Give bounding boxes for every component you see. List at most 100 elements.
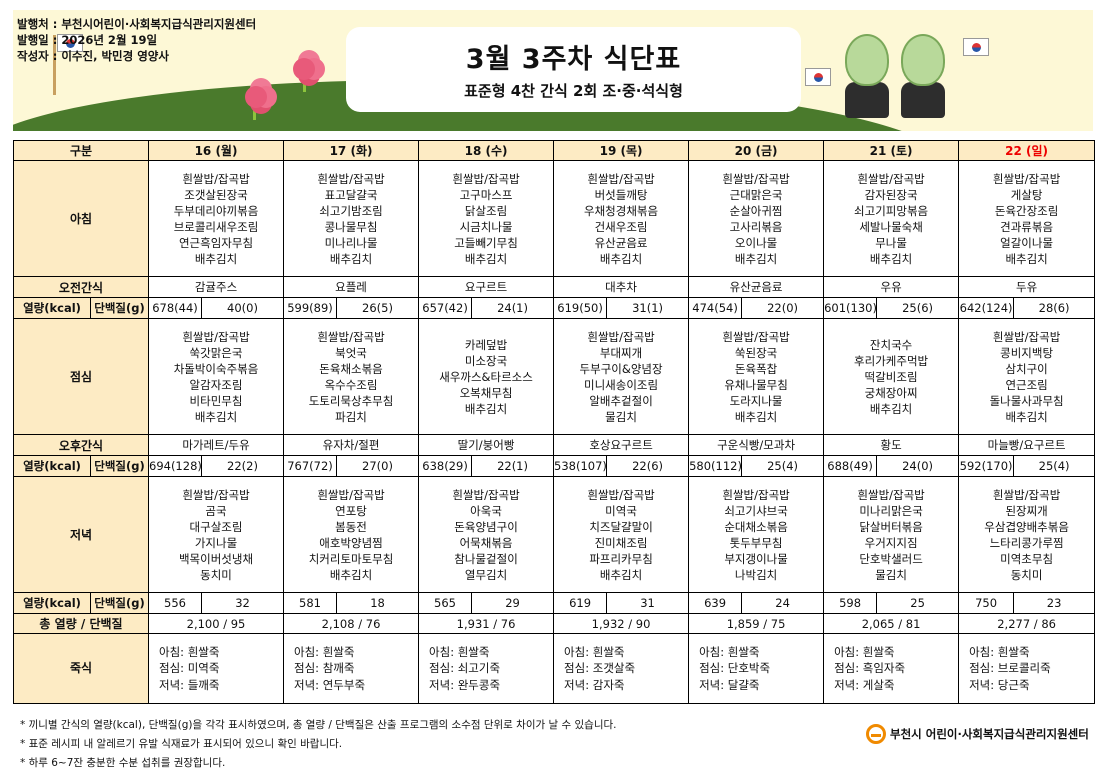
menu-item: 연포탕 [335,503,367,518]
menu-item: 동치미 [1010,567,1043,582]
kcal-value: 599(89) [283,297,338,319]
afternoon_snack-cell: 딸기/붕어빵 [418,434,555,456]
footnotes: * 끼니별 간식의 열량(kcal), 단백질(g)을 각각 표시하였으며, 총… [20,716,616,773]
menu-item: 알배추겉절이 [589,393,653,408]
porridge-item: 점심: 브로콜리죽 [969,661,1051,676]
protein-value: 24(0) [876,455,960,477]
menu-item: 우거지지짐 [864,535,918,550]
morning_snack-label: 오전간식 [13,276,149,298]
kcal-label: 열량(kcal) [13,455,91,477]
menu-item: 흰쌀밥/잡곡밥 [182,487,250,502]
porridge-item: 아침: 흰쌀죽 [564,644,625,659]
menu-item: 배추김치 [599,567,643,582]
table-row: 오후간식 마가레트/두유 유자차/절편 딸기/붕어빵 호상요구르트 구운식빵/모과차 황도 마… [13,434,1096,456]
menu-item: 배추김치 [329,251,373,266]
kcal-value: 580(112) [688,455,743,477]
page-subtitle: 표준형 4찬 간식 2회 조·중·석식형 [464,82,683,100]
menu-item: 치커리토마토무침 [308,551,394,566]
menu-item: 표고달걀국 [324,187,378,202]
menu-item: 가지나물 [194,535,238,550]
title-box: 3월 3주차 식단표 표준형 4찬 간식 2회 조·중·석식형 [346,27,801,112]
kcal-value: 657(42) [418,297,473,319]
menu-item: 돈육폭찹 [734,361,778,376]
menu-item: 나박김치 [734,567,778,582]
day-header: 20 (금) [688,140,825,161]
menu-item: 흰쌀밥/잡곡밥 [992,329,1061,344]
dinner-label: 저녁 [13,476,149,593]
kcal-value: 538(107) [553,455,608,477]
lunch-cell: 흰쌀밥/잡곡밥 쑥갓맑은국 차돌박이숙주볶음 알감자조림 비타민무침 배추김치 [147,318,285,435]
protein-value: 22(2) [200,455,285,477]
morning_snack-cell: 대추차 [553,276,690,298]
dinner-cell: 흰쌀밥/잡곡밥 아욱국 돈육양념구이 어묵채볶음 참나물겉절이 열무김치 [418,476,555,593]
lunch-label: 점심 [13,318,149,435]
lunch-cell: 카레덮밥 미소장국 새우까스&타르소스 오복채무침 배추김치 [418,318,555,435]
center-logo: 부천시 어린이·사회복지급식관리지원센터 [866,724,1089,744]
breakfast-cell: 흰쌀밥/잡곡밥 조갯살된장국 두부데리야끼볶음 브로콜리새우조림 연근흑임자무침 배추김치 [147,160,285,277]
total-value: 2,277 / 86 [958,613,1096,634]
protein-value: 18 [336,592,420,614]
afternoon_snack-cell: 구운식빵/모과차 [688,434,825,456]
protein-value: 23 [1013,592,1096,614]
menu-item: 흰쌀밥/잡곡밥 [587,329,655,344]
character-illustration [901,34,945,86]
table-row: 열량(kcal) 단백질(g) 694(128) 22(2) 767(72) 27(0) 6… [13,455,1096,477]
menu-item: 흰쌀밥/잡곡밥 [452,487,520,502]
menu-item: 카레덮밥 [464,337,508,352]
menu-item: 견과류볶음 [1000,219,1054,234]
kcal-value: 474(54) [688,297,743,319]
protein-value: 24 [741,592,825,614]
issue-date: 발행일 : 2026년 2월 19일 [17,33,158,47]
breakfast-cell: 흰쌀밥/잡곡밥 고구마스프 닭살조림 시금치나물 고들빼기무침 배추김치 [418,160,555,277]
protein-value: 26(5) [336,297,420,319]
menu-item: 느타리콩가루찜 [989,535,1064,550]
menu-item: 유산균음료 [594,235,648,250]
morning_snack-cell: 요구르트 [418,276,555,298]
porridge-item: 아침: 흰쌀죽 [159,644,220,659]
dinner-cell: 흰쌀밥/잡곡밥 곰국 대구살조림 가지나물 백목이버섯냉채 동치미 [147,476,285,593]
menu-item: 연근조림 [1005,377,1048,392]
morning_snack-cell: 요플레 [283,276,420,298]
day-header: 17 (화) [283,140,420,161]
menu-item: 조갯살된장국 [184,187,248,202]
menu-item: 열무김치 [464,567,508,582]
menu-item: 흰쌀밥/잡곡밥 [317,487,385,502]
menu-item: 새우까스&타르소스 [439,369,533,384]
table-row: 총 열량 / 단백질 2,100 / 95 2,108 / 76 1,931 / 76… [13,613,1096,634]
afternoon_snack-cell: 마가레트/두유 [147,434,285,456]
table-row: 구분 16 (월) 17 (화) 18 (수) 19 (목) 20 (금) 21 (토) 22… [13,140,1096,161]
menu-item: 두부데리야끼볶음 [173,203,259,218]
menu-item: 쑥갓맑은국 [189,345,243,360]
menu-item: 파김치 [335,409,367,424]
total-value: 1,931 / 76 [418,613,555,634]
menu-item: 오복채무침 [459,385,513,400]
breakfast-cell: 흰쌀밥/잡곡밥 버섯들깨탕 우채청경채볶음 건새우조림 유산균음료 배추김치 [553,160,690,277]
menu-item: 감자된장국 [864,187,918,202]
kcal-label: 열량(kcal) [13,592,91,614]
porridge-item: 저녁: 들깨죽 [159,677,220,692]
menu-item: 배추김치 [194,251,238,266]
protein-value: 40(0) [200,297,285,319]
afternoon_snack-cell: 황도 [823,434,960,456]
porridge-item: 저녁: 당근죽 [969,677,1030,692]
menu-item: 톳두부무침 [729,535,783,550]
menu-item: 떡갈비조림 [864,369,918,384]
menu-item: 흰쌀밥/잡곡밥 [722,329,790,344]
footnote: * 끼니별 간식의 열량(kcal), 단백질(g)을 각각 표시하였으며, 총… [20,719,617,731]
smile-logo-icon [866,724,886,744]
total-label: 총 열량 / 단백질 [13,613,149,634]
menu-item: 미나리맑은국 [859,503,923,518]
menu-item: 연근흑임자무침 [178,235,254,250]
menu-item: 잔치국수 [869,337,913,352]
protein-label: 단백질(g) [90,455,149,477]
kcal-value: 592(170) [958,455,1015,477]
menu-item: 게살탕 [1010,187,1043,202]
menu-item: 애호박양념찜 [319,535,383,550]
protein-value: 22(6) [606,455,690,477]
protein-value: 22(0) [741,297,825,319]
table-row: 열량(kcal) 단백질(g) 678(44) 40(0) 599(89) 26(5) 65… [13,297,1096,319]
dinner-cell: 흰쌀밥/잡곡밥 된장찌개 우삼겹양배추볶음 느타리콩가루찜 미역초무침 동치미 [958,476,1096,593]
publisher: 발행처 : 부천시어린이·사회복지급식관리지원센터 [17,17,257,31]
total-value: 1,859 / 75 [688,613,825,634]
korean-flag-icon [805,68,831,86]
